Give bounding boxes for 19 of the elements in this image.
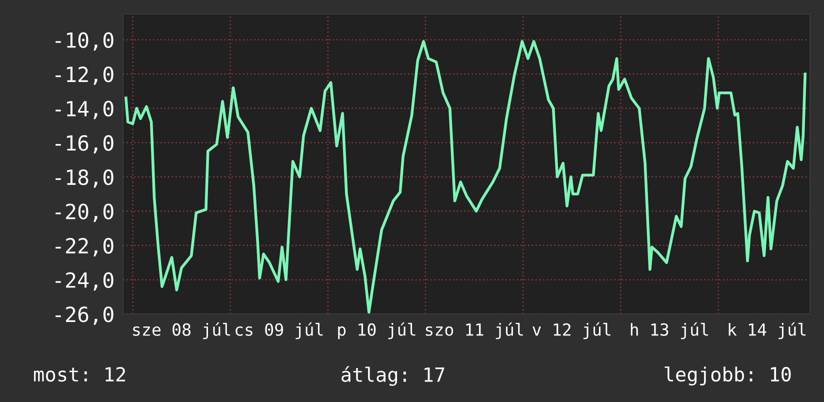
x-tick-label: p 10 júl <box>338 322 416 340</box>
y-tick-label: -24,0 <box>56 272 114 291</box>
x-tick-label: v 12 júl <box>532 322 610 340</box>
y-tick-label: -12,0 <box>56 66 114 85</box>
x-tick-label: sze 08 júl <box>133 322 230 340</box>
y-tick-label: -10,0 <box>56 32 114 51</box>
y-tick-label: -20,0 <box>56 204 114 222</box>
text: átlag: 17 <box>342 366 444 386</box>
y-tick-label: -26,0 <box>56 306 114 325</box>
text: most: 12 <box>34 366 125 382</box>
x-tick-label: szo 11 júl <box>426 322 523 340</box>
y-tick-label: -16,0 <box>56 135 114 154</box>
y-tick-label: -22,0 <box>56 238 114 256</box>
text: legjobb: 10 <box>664 366 791 386</box>
x-tick-label: k 14 júl <box>728 322 806 340</box>
y-tick-label: -14,0 <box>56 100 114 120</box>
y-tick-label: -18,0 <box>56 169 114 188</box>
x-tick-label: cs 09 júl <box>236 322 323 340</box>
x-tick-label: h 13 júl <box>630 322 708 340</box>
